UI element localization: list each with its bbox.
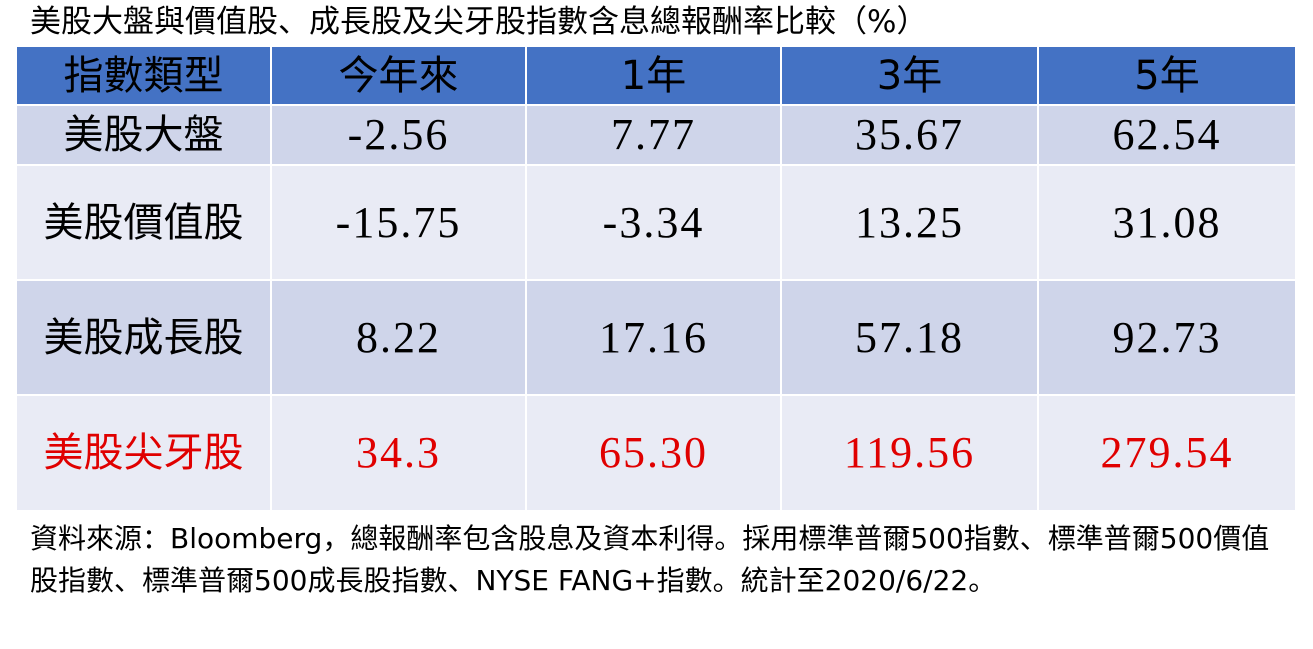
header-row: 指數類型 今年來 1年 3年 5年 (15, 45, 1297, 106)
value-cell: 35.67 (780, 104, 1039, 166)
value-cell: 65.30 (525, 394, 782, 512)
row-label: 美股尖牙股 (15, 394, 272, 512)
header-cell: 3年 (780, 45, 1039, 106)
table-row: 美股尖牙股 34.3 65.30 119.56 279.54 (15, 394, 1297, 512)
value-cell: 92.73 (1037, 279, 1297, 396)
value-cell: -15.75 (270, 164, 527, 281)
table-row: 美股大盤 -2.56 7.77 35.67 62.54 (15, 104, 1297, 166)
row-label: 美股價值股 (15, 164, 272, 281)
title: 美股大盤與價值股、成長股及尖牙股指數含息總報酬率比較（%） (30, 4, 928, 40)
value-cell: 34.3 (270, 394, 527, 512)
value-cell: 279.54 (1037, 394, 1297, 512)
footnote: 資料來源：Bloomberg，總報酬率包含股息及資本利得。採用標準普爾500指數… (30, 522, 1270, 597)
table-body: 美股大盤 -2.56 7.77 35.67 62.54 美股價值股 -15.75 -3.34 1… (15, 104, 1297, 512)
value-cell: 17.16 (525, 279, 782, 396)
value-cell: 8.22 (270, 279, 527, 396)
value-cell: -2.56 (270, 104, 527, 166)
value-cell: 31.08 (1037, 164, 1297, 281)
header-cell: 今年來 (270, 45, 527, 106)
value-cell: 62.54 (1037, 104, 1297, 166)
value-cell: 57.18 (780, 279, 1039, 396)
value-cell: 119.56 (780, 394, 1039, 512)
header-cell: 5年 (1037, 45, 1297, 106)
header-cell: 1年 (525, 45, 782, 106)
row-label: 美股大盤 (15, 104, 272, 166)
header-cell: 指數類型 (15, 45, 272, 106)
table-row: 美股價值股 -15.75 -3.34 13.25 31.08 (15, 164, 1297, 281)
table-row: 美股成長股 8.22 17.16 57.18 92.73 (15, 279, 1297, 396)
table: 指數類型 今年來 1年 3年 5年 美股大盤 -2.56 7.77 35.67 62.54 美股價… (15, 45, 1297, 512)
value-cell: 13.25 (780, 164, 1039, 281)
row-label: 美股成長股 (15, 279, 272, 396)
value-cell: 7.77 (525, 104, 782, 166)
value-cell: -3.34 (525, 164, 782, 281)
